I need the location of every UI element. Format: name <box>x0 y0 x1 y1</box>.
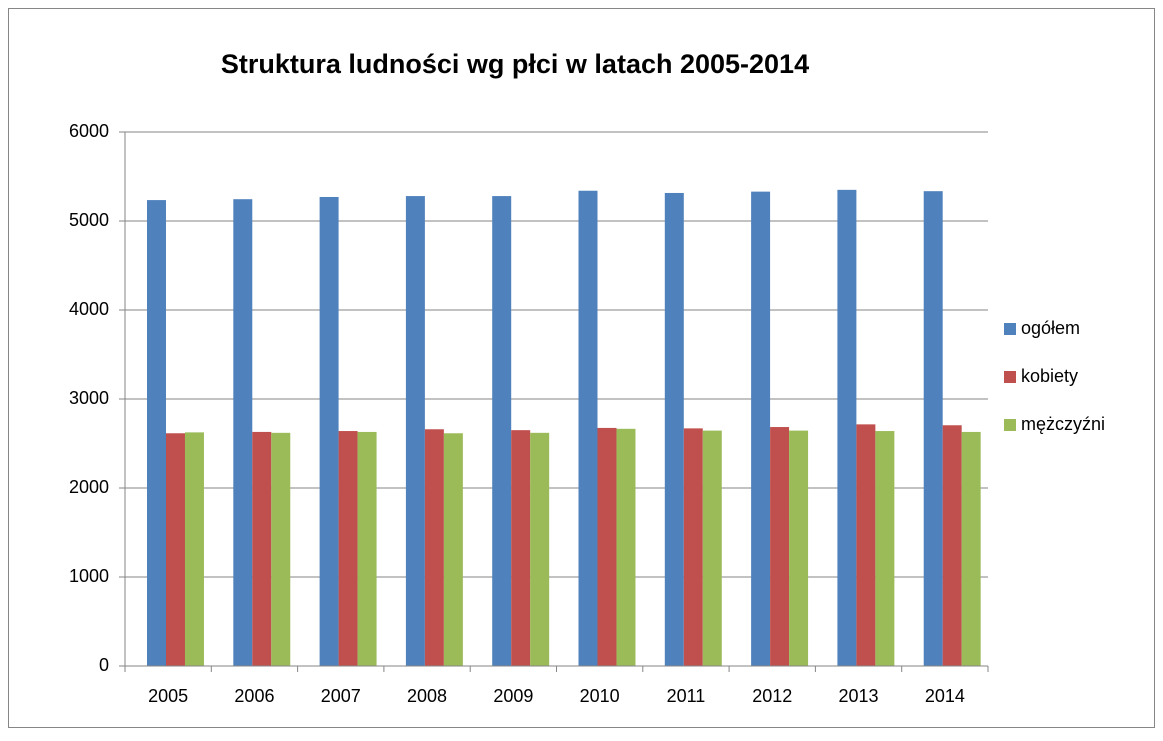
bar <box>942 425 962 666</box>
x-tick-label: 2006 <box>234 686 274 706</box>
bar <box>147 200 166 666</box>
bar <box>616 428 636 666</box>
y-tick-label: 5000 <box>69 210 109 230</box>
bar <box>597 427 617 666</box>
bar <box>443 433 463 666</box>
legend-label: mężczyźni <box>1021 414 1105 434</box>
bar <box>856 424 876 666</box>
legend-swatch <box>1004 419 1016 431</box>
y-tick-label: 0 <box>99 655 109 675</box>
bar <box>837 189 857 666</box>
bar <box>578 190 598 667</box>
legend-label: ogółem <box>1021 318 1080 338</box>
legend-swatch <box>1004 371 1016 383</box>
y-tick-label: 2000 <box>69 477 109 497</box>
bar <box>492 196 512 666</box>
bar <box>789 430 809 666</box>
bar <box>252 431 272 666</box>
bar <box>338 431 358 666</box>
bar <box>875 431 895 666</box>
bar <box>702 430 722 666</box>
bar <box>511 430 531 666</box>
bar <box>319 196 339 666</box>
x-tick-label: 2011 <box>667 686 706 706</box>
x-tick-label: 2007 <box>321 686 361 706</box>
legend-swatch <box>1004 323 1016 335</box>
bar <box>683 428 703 666</box>
bar <box>751 191 771 666</box>
bar <box>184 432 204 666</box>
bar <box>357 431 377 666</box>
y-tick-label: 1000 <box>69 566 109 586</box>
bar <box>664 192 684 666</box>
y-tick-label: 3000 <box>69 388 109 408</box>
bar <box>530 432 550 666</box>
x-tick-label: 2005 <box>148 686 188 706</box>
x-tick-label: 2010 <box>580 686 620 706</box>
y-tick-label: 6000 <box>69 121 109 141</box>
bar <box>405 196 425 666</box>
x-tick-label: 2009 <box>493 686 533 706</box>
bar <box>923 191 943 666</box>
chart-title: Struktura ludności wg płci w latach 2005… <box>221 49 809 79</box>
bar <box>165 433 185 666</box>
bar <box>770 427 790 666</box>
bar <box>424 429 444 666</box>
bar <box>961 431 981 666</box>
legend-label: kobiety <box>1021 366 1078 386</box>
x-tick-label: 2012 <box>752 686 792 706</box>
x-tick-label: 2008 <box>407 686 447 706</box>
y-tick-label: 4000 <box>69 299 109 319</box>
bar <box>271 432 291 666</box>
bar <box>233 199 253 666</box>
x-tick-label: 2014 <box>925 686 965 706</box>
x-tick-label: 2013 <box>839 686 879 706</box>
